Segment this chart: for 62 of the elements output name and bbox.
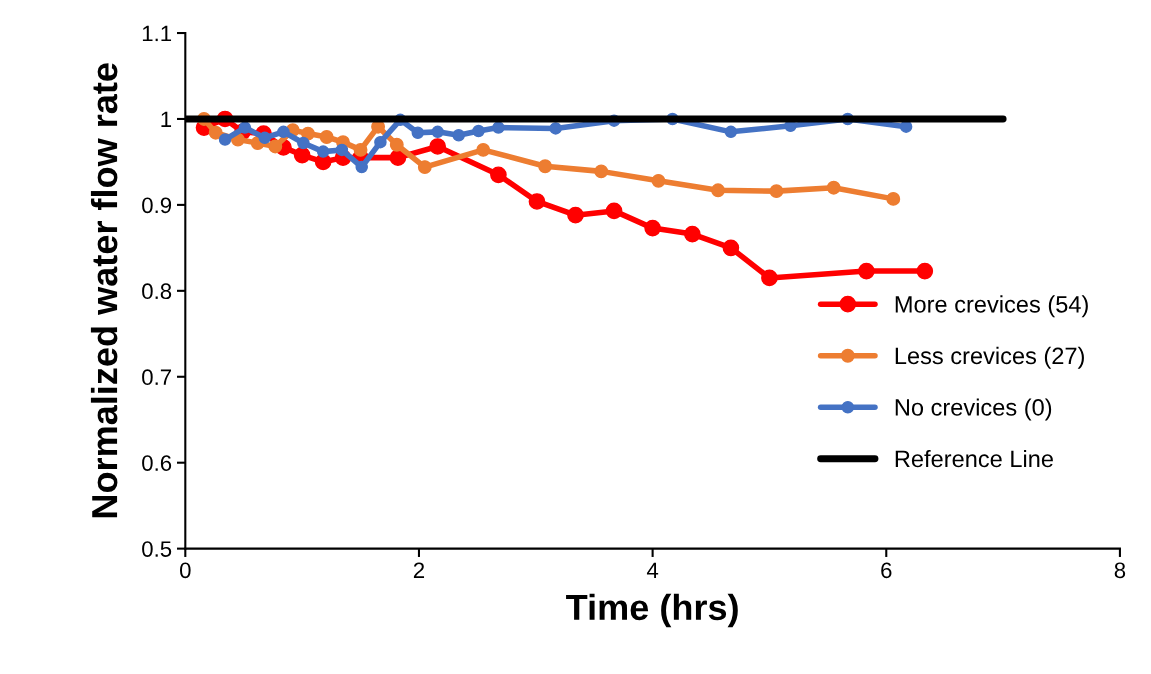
y-tick-label: 0.8 [142, 283, 172, 300]
x-tick-label: 6 [881, 562, 892, 579]
point [208, 125, 223, 140]
point [301, 126, 315, 141]
point [429, 138, 446, 155]
point [258, 131, 272, 145]
point [297, 136, 310, 150]
point [316, 145, 330, 158]
point [452, 129, 465, 142]
point [651, 173, 666, 188]
point [724, 125, 738, 139]
point [476, 142, 491, 157]
point [684, 225, 701, 243]
point [374, 135, 387, 149]
point [389, 137, 404, 152]
y-axis-title: Normalized water flow rate [90, 63, 118, 518]
point [761, 269, 778, 287]
point [335, 143, 349, 157]
point [431, 125, 444, 139]
point [769, 184, 784, 199]
legend-label: More crevices (54) [895, 295, 1088, 318]
x-tick-label: 0 [180, 562, 191, 579]
y-tick-label: 0.9 [142, 197, 172, 214]
point [858, 262, 875, 280]
point [886, 191, 901, 206]
legend-label: Less crevices (27) [895, 346, 1084, 369]
point [538, 159, 553, 174]
point [319, 130, 334, 144]
point [355, 160, 368, 174]
x-tick-label: 8 [1114, 562, 1126, 579]
x-tick-label: 2 [413, 562, 425, 578]
point [528, 193, 546, 210]
point [722, 239, 740, 257]
point [549, 122, 562, 135]
point [492, 121, 505, 134]
point [567, 206, 584, 224]
point [218, 133, 232, 146]
point [899, 120, 913, 133]
y-tick-label: 0.7 [142, 369, 171, 386]
y-tick-label: 0.6 [142, 455, 172, 471]
point [594, 164, 609, 179]
legend-label: No crevices (0) [895, 398, 1052, 421]
point [916, 262, 934, 280]
y-tick-label: 1.1 [142, 25, 172, 42]
point [277, 125, 290, 139]
point [826, 180, 841, 195]
y-tick-label: 1 [161, 111, 172, 128]
point [490, 166, 507, 184]
point [411, 126, 425, 139]
point [268, 139, 283, 154]
point [238, 121, 252, 134]
point [644, 219, 661, 237]
point [711, 183, 725, 198]
y-tick-label: 0.5 [142, 541, 172, 557]
point [605, 202, 623, 220]
x-axis-title: Time (hrs) [566, 593, 738, 628]
x-tick-label: 4 [646, 562, 659, 578]
point [472, 124, 485, 138]
point [293, 146, 311, 164]
point [417, 160, 432, 175]
point [353, 142, 368, 157]
legend-label: Reference Line [895, 449, 1053, 468]
